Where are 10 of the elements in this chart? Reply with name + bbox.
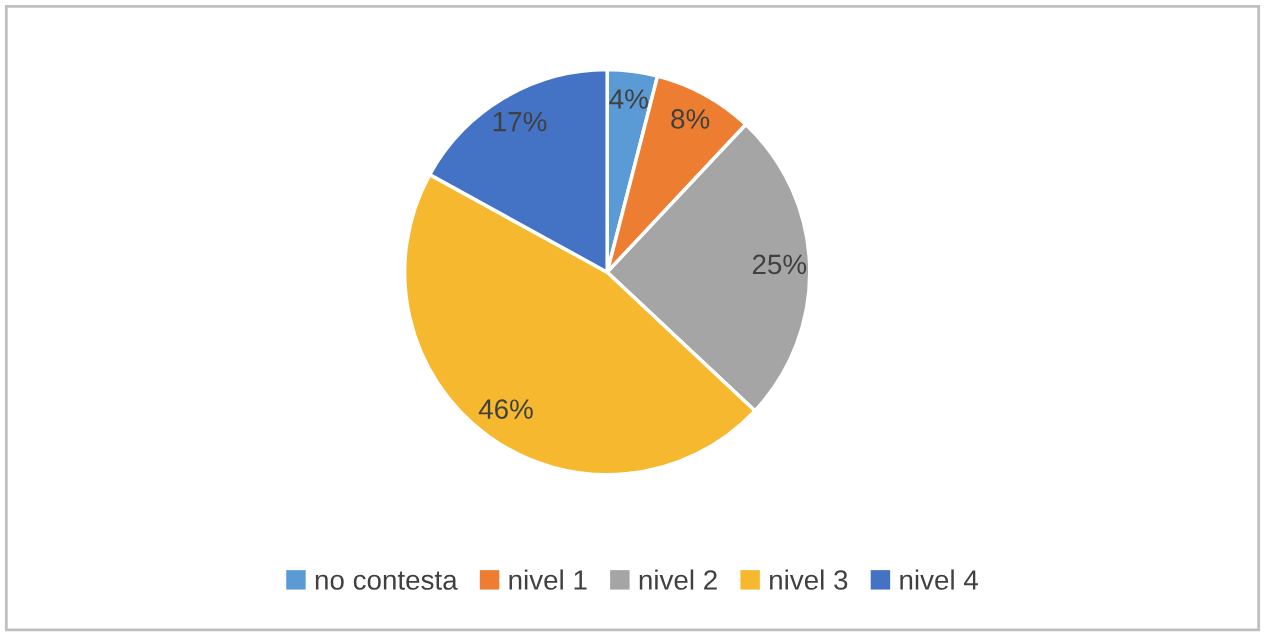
legend-label: nivel 4 [900, 569, 978, 590]
legend-label: nivel 3 [770, 569, 848, 590]
data-label: 8% [671, 109, 710, 129]
data-label: 46% [478, 399, 533, 419]
legend-label: nivel 1 [509, 569, 587, 590]
legend-label: nivel 2 [639, 569, 717, 590]
legend-label: no contesta [315, 571, 458, 590]
data-label: 25% [752, 254, 807, 275]
data-label: 17% [493, 111, 547, 132]
data-label: 4% [609, 89, 648, 109]
